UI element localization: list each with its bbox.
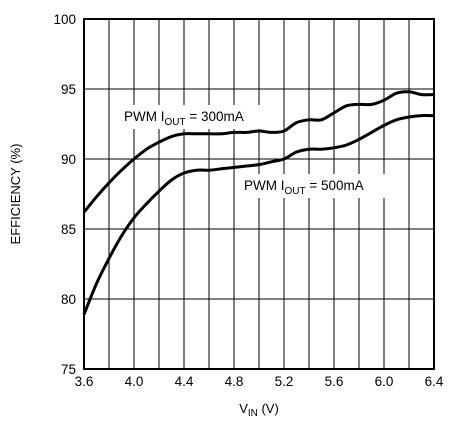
plot-frame [83,18,435,370]
series-label-500ma: PWM IOUT = 500mA [242,174,399,198]
y-tick-label: 100 [53,12,76,27]
series-label-500ma-bg [242,174,399,198]
x-axis-label-unit: (V) [258,401,279,416]
series-line-500ma [82,113,435,315]
x-tick-labels: 3.6 4.0 4.4 4.8 5.2 5.6 6.0 6.4 [75,374,444,389]
x-tick-label: 4.8 [225,374,244,389]
x-tick-label: 4.4 [175,374,194,389]
x-tick-label: 5.2 [275,374,294,389]
series-line-300ma [82,90,435,214]
series-label-300ma: PWM IOUT = 300mA [122,105,279,129]
x-tick-label: 5.6 [325,374,344,389]
x-tick-label: 4.0 [125,374,144,389]
y-tick-label: 80 [61,292,76,307]
x-axis-label: VIN (V) [239,401,279,419]
data-curves [82,90,435,315]
y-axis-label: EFFICIENCY (%) [8,144,23,245]
series-label-500ma-pre: PWM I [244,178,285,193]
y-tick-label: 90 [61,152,76,167]
x-tick-label: 6.0 [375,374,394,389]
y-tick-label: 85 [61,222,76,237]
series-label-300ma-post: = 300mA [186,109,244,124]
series-label-500ma-post: = 500mA [306,178,364,193]
x-tick-label: 6.4 [425,374,444,389]
series-label-300ma-pre: PWM I [124,109,165,124]
series-label-500ma-sub: OUT [285,186,306,197]
svg-text:PWM IOUT = 300mA: PWM IOUT = 300mA [124,109,244,128]
y-tick-labels: 75 80 85 90 95 100 [53,12,76,377]
y-tick-label: 75 [61,362,76,377]
x-tick-label: 3.6 [75,374,94,389]
svg-text:PWM IOUT = 500mA: PWM IOUT = 500mA [244,178,364,197]
x-axis-label-sub: IN [248,408,258,419]
x-axis-label-main: V [239,401,248,416]
y-tick-label: 95 [61,82,76,97]
series-label-300ma-sub: OUT [165,117,186,128]
series-label-300ma-bg [122,105,279,129]
